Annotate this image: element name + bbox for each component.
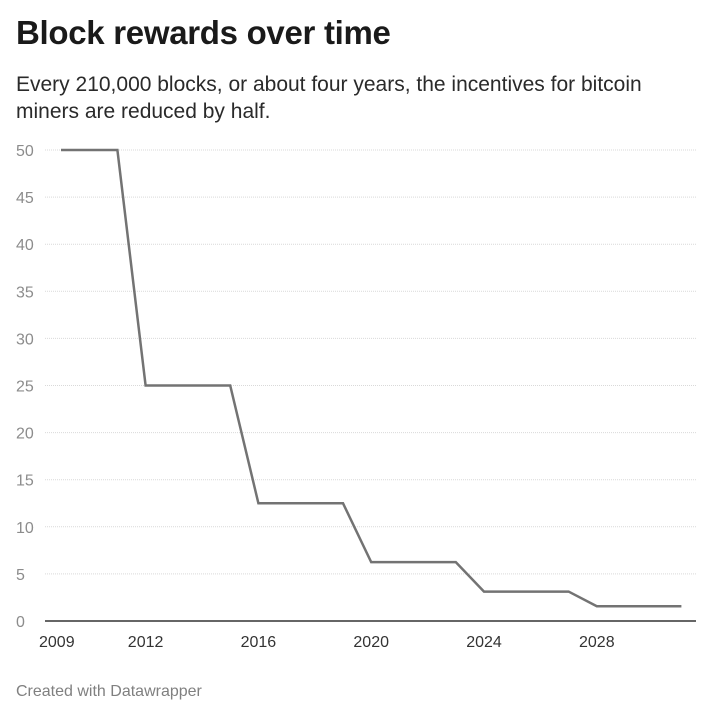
y-tick-label: 5: [16, 567, 25, 584]
y-tick-label: 20: [16, 426, 34, 443]
x-tick-label: 2024: [466, 634, 502, 651]
x-tick-label: 2028: [579, 634, 615, 651]
x-tick-label: 2020: [353, 634, 389, 651]
x-axis-tick-labels: 2009 2012 2016 2020 2024 2028: [39, 634, 615, 651]
y-tick-label: 35: [16, 284, 34, 301]
gridlines: [45, 149, 696, 622]
x-tick-label: 2009: [39, 634, 75, 651]
y-tick-label: 40: [16, 237, 34, 254]
y-tick-label: 45: [16, 190, 34, 207]
chart-subtitle: Every 210,000 blocks, or about four year…: [16, 73, 642, 123]
x-tick-label: 2012: [128, 634, 164, 651]
y-tick-label: 25: [16, 379, 34, 396]
series-layer: [61, 148, 682, 608]
y-axis-tick-labels: 0 5 10 15 20 25 30 35 40 45 50: [16, 143, 34, 631]
y-tick-label: 10: [16, 520, 34, 537]
line-chart: 0 5 10 15 20 25 30 35 40 45 50 2009 2012 2016 2020 202…: [16, 143, 696, 651]
series-line: [61, 148, 682, 608]
footer-credit: Created with Datawrapper: [16, 683, 202, 700]
chart-title: Block rewards over time: [16, 14, 391, 51]
y-tick-label: 50: [16, 143, 34, 160]
x-tick-label: 2016: [241, 634, 277, 651]
y-tick-label: 15: [16, 473, 34, 490]
y-tick-label: 0: [16, 614, 25, 631]
y-tick-label: 30: [16, 331, 34, 348]
